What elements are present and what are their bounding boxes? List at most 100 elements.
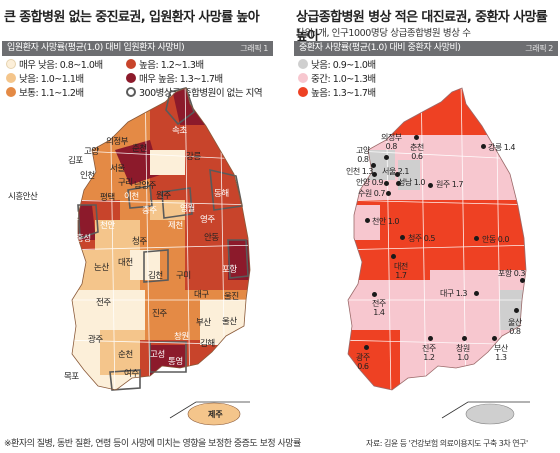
city-marker: 울산 0.8 [508, 318, 522, 336]
right-title: 상급종합병원 병상 적은 대진료권, 중환자 사망률 높아 [296, 10, 548, 44]
city-marker: 진주 1.2 [422, 344, 436, 362]
region-label: 청주 [132, 237, 147, 247]
city-marker: 춘천 0.6 [410, 143, 424, 161]
city-marker: 의정부 0.8 [381, 133, 402, 151]
region-label: 남양주 [134, 181, 156, 191]
legend-swatch [126, 59, 136, 69]
city-dot [364, 345, 369, 350]
city-dot [391, 254, 396, 259]
city-dot [474, 236, 479, 241]
city-marker: 부산 1.3 [494, 344, 508, 362]
city-marker: 포항 0.3 [498, 269, 526, 278]
city-dot [365, 218, 370, 223]
city-dot [520, 278, 525, 283]
region-label: 김천 [148, 271, 163, 281]
city-dot [372, 292, 377, 297]
city-dot [395, 172, 400, 177]
region-label: 여수 [124, 369, 139, 379]
legend-swatch [298, 87, 308, 97]
city-dot [481, 144, 486, 149]
legend-swatch [126, 73, 136, 83]
left-legend-very-low: 매우 낮음: 0.8~1.0배 [6, 59, 103, 72]
city-marker: 강릉 1.4 [488, 143, 516, 152]
region-label: 진주 [152, 309, 167, 319]
region-label: 논산 [94, 263, 109, 273]
city-marker: 청주 0.5 [408, 234, 436, 243]
region-label: 충주 [142, 206, 157, 216]
region-label: 속초 [172, 126, 187, 136]
right-legend-mid: 중간: 1.0~1.3배 [298, 73, 376, 86]
city-marker: 대전 1.7 [394, 262, 408, 280]
region-label: 홍성 [76, 234, 91, 244]
city-marker: 고양 0.8 [356, 146, 370, 164]
right-legend-high: 높음: 1.3~1.7배 [298, 87, 376, 100]
region-label: 구미 [176, 271, 191, 281]
left-legend-high: 높음: 1.2~1.3배 [126, 59, 204, 72]
city-marker: 전주 1.4 [372, 299, 386, 317]
city-dot [428, 336, 433, 341]
region-label: 광주 [88, 335, 103, 345]
left-legend-header-text: 입원환자 사망률(평균(1.0) 대비 입원환자 사망비) [7, 43, 185, 53]
left-legend-very-high: 매우 높음: 1.3~1.7배 [126, 73, 223, 86]
right-legend-header-text: 중환자 사망률(평균(1.0) 대비 중환자 사망비) [299, 43, 461, 53]
region-label: 울산 [222, 317, 237, 327]
city-dot [514, 308, 519, 313]
city-marker: 창원 1.0 [456, 344, 470, 362]
region-label: 창원 [174, 332, 189, 342]
city-dot [462, 336, 467, 341]
region-label: 김해 [200, 339, 215, 349]
region-label: 목포 [64, 372, 79, 382]
legend-swatch [6, 73, 16, 83]
city-dot [400, 235, 405, 240]
city-dot [474, 291, 479, 296]
region-label: 대전 [118, 258, 133, 268]
region-label: 동해 [214, 189, 229, 199]
region-label: 서울 [110, 164, 125, 174]
region-label: 구리 [118, 178, 133, 188]
city-marker: 광주 0.6 [356, 353, 370, 371]
region-label: 원주 [156, 191, 171, 201]
city-marker: 천안 1.0 [372, 217, 400, 226]
left-legend-header: 입원환자 사망률(평균(1.0) 대비 입원환자 사망비) 그래픽 1 [2, 41, 273, 56]
region-label: 인천 [80, 171, 95, 181]
region-label: 안동 [204, 233, 219, 243]
city-marker: 서울 2.1 [382, 167, 410, 176]
right-unit-note: 단위: 개, 인구1000명당 상급종합병원 병상 수 [296, 28, 471, 39]
city-marker: 안동 0.0 [482, 235, 510, 244]
region-label: 포항 [222, 265, 237, 275]
city-marker: 수원 0.7 [358, 189, 386, 198]
city-marker: 인천 1.3 [346, 167, 374, 176]
left-legend-no-hospital: 300병상급 종합병원이 없는 지역 [126, 87, 263, 100]
city-dot [384, 155, 389, 160]
left-korea-map [71, 87, 251, 426]
region-label: 당진 [64, 212, 79, 222]
region-label: 전주 [96, 298, 111, 308]
city-dot [414, 135, 419, 140]
left-legend-low: 낮음: 1.0~1.1배 [6, 73, 84, 86]
region-label: 제천 [168, 221, 183, 231]
region-label: 시흥안산 [8, 192, 38, 202]
legend-swatch [298, 59, 308, 69]
footnote: ※환자의 질병, 동반 질환, 연령 등이 사망에 미치는 영향을 보정한 중증… [4, 439, 301, 449]
city-dot [396, 181, 401, 186]
left-figure-number: 그래픽 1 [240, 44, 268, 53]
legend-swatch [298, 73, 308, 83]
region-label: 의정부 [106, 137, 128, 147]
left-title: 큰 종합병원 없는 중진료권, 입원환자 사망률 높아 [4, 10, 260, 25]
city-dot [386, 191, 391, 196]
region-label: 춘천 [132, 144, 147, 154]
city-dot [492, 336, 497, 341]
region-label: 서산 [56, 225, 71, 235]
region-label: 평택 [100, 193, 115, 203]
right-legend-header: 중환자 사망률(평균(1.0) 대비 중환자 사망비) 그래픽 2 [294, 41, 558, 56]
city-marker: 안양 0.9 [356, 178, 384, 187]
right-legend-low: 낮음: 0.9~1.0배 [298, 59, 376, 72]
city-dot [384, 181, 389, 186]
right-korea-map [347, 87, 530, 425]
region-label: 천안 [100, 221, 115, 231]
region-label: 강릉 [186, 152, 201, 162]
region-label: 고양 [84, 147, 99, 157]
jeju-label: 제주 [208, 410, 223, 419]
city-marker: 원주 1.7 [436, 180, 464, 189]
city-dot [372, 172, 377, 177]
